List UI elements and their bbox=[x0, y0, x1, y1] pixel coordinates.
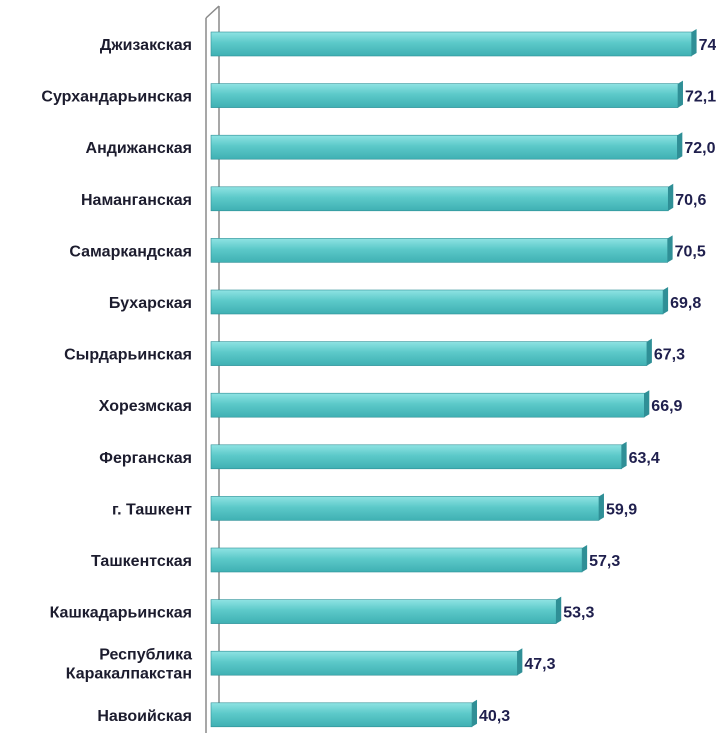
axis-wall-top bbox=[205, 5, 220, 19]
bar bbox=[210, 186, 669, 212]
value-label: 40,3 bbox=[479, 708, 510, 725]
bar-end-cap bbox=[517, 648, 523, 676]
bar bbox=[210, 238, 668, 263]
value-label: 57,3 bbox=[589, 553, 620, 570]
category-label: Навоийская bbox=[97, 708, 192, 725]
bar-end-cap bbox=[472, 699, 478, 727]
category-label: Республика Каракалпакстан bbox=[66, 647, 192, 683]
value-label: 72,1 bbox=[685, 89, 716, 106]
bar-end-cap bbox=[668, 183, 674, 211]
bar bbox=[210, 341, 648, 366]
category-label-line: Андижанская bbox=[86, 140, 192, 157]
value-label: 67,3 bbox=[654, 347, 685, 364]
value-label: 74,2 bbox=[699, 37, 716, 54]
bar bbox=[210, 289, 664, 315]
category-label: г. Ташкент bbox=[112, 501, 192, 518]
bar-end-cap bbox=[556, 596, 562, 624]
bar bbox=[210, 599, 557, 624]
bar bbox=[210, 392, 645, 418]
bar-end-cap bbox=[646, 338, 652, 366]
value-label: 47,3 bbox=[524, 656, 555, 673]
category-label-line: г. Ташкент bbox=[112, 501, 192, 518]
category-label-line: Хорезмская bbox=[99, 398, 192, 415]
category-label-line: Сырдарьинская bbox=[64, 347, 192, 364]
bar-end-cap bbox=[598, 493, 604, 521]
bar-end-cap bbox=[667, 235, 673, 263]
chart-axis bbox=[205, 5, 220, 733]
bar-end-cap bbox=[663, 287, 669, 314]
category-label: Сырдарьинская bbox=[64, 347, 192, 364]
category-label: Ташкентская bbox=[91, 553, 192, 570]
category-label-line: Каракалпакстан bbox=[66, 666, 192, 683]
category-label: Джизакская bbox=[100, 37, 192, 54]
category-label-line: Бухарская bbox=[109, 295, 192, 312]
bar bbox=[210, 444, 622, 470]
bar bbox=[210, 702, 473, 728]
bar-end-cap bbox=[691, 29, 697, 56]
category-label-line: Республика bbox=[99, 647, 192, 664]
category-label: Ферганская bbox=[99, 450, 192, 467]
value-label: 70,6 bbox=[675, 192, 706, 209]
bar-end-cap bbox=[677, 80, 683, 108]
category-label: Хорезмская bbox=[99, 398, 192, 415]
value-label: 66,9 bbox=[651, 398, 682, 415]
category-label: Сурхандарьинская bbox=[41, 89, 192, 106]
bar-end-cap bbox=[621, 441, 627, 469]
category-label-line: Навоийская bbox=[97, 708, 192, 725]
value-label: 69,8 bbox=[670, 295, 701, 312]
bar-end-cap bbox=[644, 390, 650, 418]
value-label: 53,3 bbox=[563, 605, 594, 622]
value-label: 59,9 bbox=[606, 501, 637, 518]
category-label-line: Ташкентская bbox=[91, 553, 192, 570]
category-label-line: Сурхандарьинская bbox=[41, 89, 192, 106]
bar-end-cap bbox=[582, 545, 588, 572]
category-label-line: Кашкадарьинская bbox=[50, 605, 192, 622]
category-label-line: Ферганская bbox=[99, 450, 192, 467]
bar bbox=[210, 31, 692, 57]
bar bbox=[210, 650, 518, 676]
bars-group bbox=[210, 29, 697, 728]
category-label: Кашкадарьинская bbox=[50, 605, 192, 622]
bar-end-cap bbox=[677, 132, 683, 160]
category-label-line: Самаркандская bbox=[69, 243, 192, 260]
category-label: Самаркандская bbox=[69, 243, 192, 260]
value-label: 63,4 bbox=[629, 450, 660, 467]
bar bbox=[210, 83, 679, 108]
category-label: Наманганская bbox=[81, 192, 192, 209]
value-label: 72,0 bbox=[684, 140, 715, 157]
category-label: Бухарская bbox=[109, 295, 192, 312]
value-label: 70,5 bbox=[675, 243, 706, 260]
category-label-line: Джизакская bbox=[100, 37, 192, 54]
bar bbox=[210, 547, 583, 573]
value-labels-group: 74,2 72,1 72,0 70,6 70,5 69,8 67,3 66,9 63,4 59,9… bbox=[479, 37, 716, 725]
category-labels-group: Джизакская Сурхандарьинская Андижанская Нам… bbox=[41, 37, 192, 725]
bar bbox=[210, 496, 600, 521]
category-label: Андижанская bbox=[86, 140, 192, 157]
bar bbox=[210, 134, 678, 160]
category-label-line: Наманганская bbox=[81, 192, 192, 209]
